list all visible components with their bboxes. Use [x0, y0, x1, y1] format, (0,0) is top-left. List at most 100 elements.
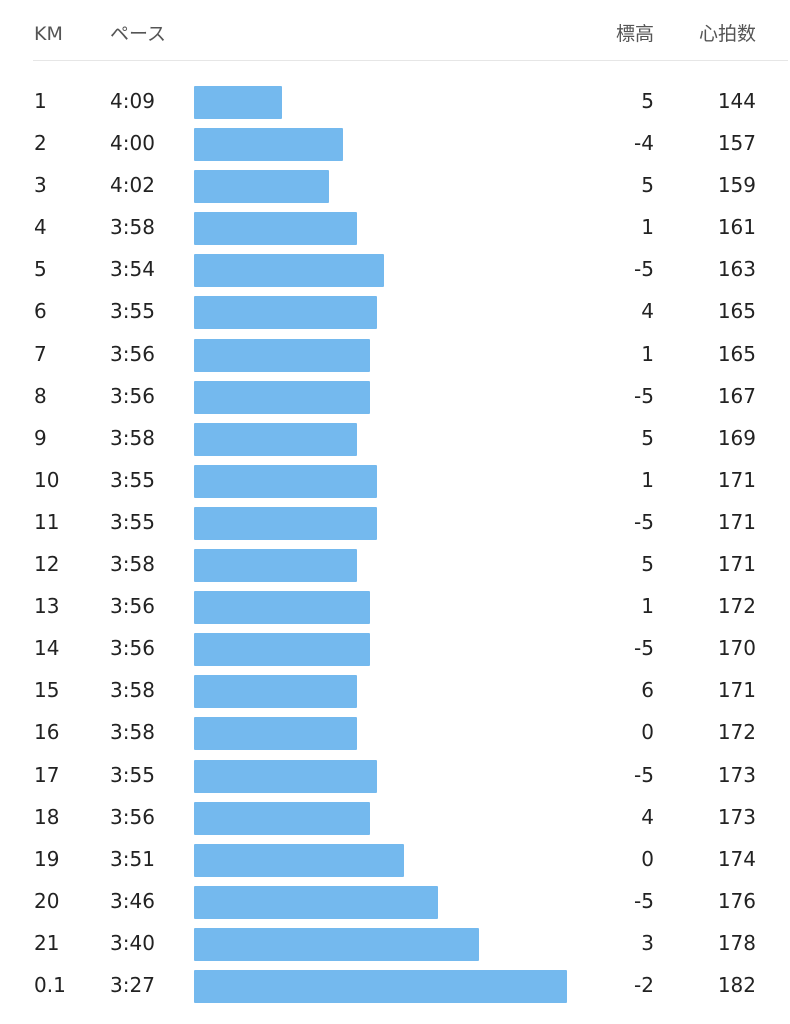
- split-row: 15 3:58 6 171: [0, 671, 790, 713]
- split-pace: 4:00: [110, 131, 155, 156]
- split-row: 17 3:55 -5 173: [0, 756, 790, 798]
- split-elevation: -5: [634, 762, 654, 787]
- split-elevation: 5: [641, 425, 654, 450]
- split-pace: 3:55: [110, 299, 155, 324]
- split-heart-rate: 174: [717, 846, 756, 871]
- split-km: 8: [34, 383, 47, 408]
- split-elevation: 1: [641, 467, 654, 492]
- split-heart-rate: 159: [717, 173, 756, 198]
- pace-bar: [194, 506, 377, 540]
- split-km: 10: [34, 467, 60, 492]
- split-elevation: -5: [634, 636, 654, 661]
- split-heart-rate: 163: [717, 257, 756, 282]
- pace-bar: [194, 212, 357, 246]
- split-km: 4: [34, 215, 47, 240]
- splits-header: KM ペース 標高 心拍数: [0, 0, 790, 62]
- pace-bar: [194, 717, 357, 751]
- split-heart-rate: 171: [717, 552, 756, 577]
- pace-bar: [194, 843, 404, 877]
- split-pace: 3:56: [110, 636, 155, 661]
- split-km: 2: [34, 131, 47, 156]
- split-elevation: 1: [641, 594, 654, 619]
- pace-bar: [194, 885, 438, 919]
- split-km: 1: [34, 89, 47, 113]
- split-elevation: 0: [641, 720, 654, 745]
- split-pace: 3:56: [110, 383, 155, 408]
- split-km: 20: [34, 888, 60, 913]
- split-row: 11 3:55 -5 171: [0, 503, 790, 545]
- split-km: 18: [34, 804, 60, 829]
- split-row: 3 4:02 5 159: [0, 166, 790, 208]
- pace-bar: [194, 464, 377, 498]
- pace-bar: [194, 591, 371, 625]
- split-km: 21: [34, 930, 60, 955]
- splits-rows: 1 4:09 5 144 2 4:00 -4 157 3 4:02 5 159 4 3:58 1 161 5 3:…: [0, 82, 790, 1008]
- split-heart-rate: 144: [717, 89, 756, 113]
- split-elevation: 5: [641, 552, 654, 577]
- split-row: 20 3:46 -5 176: [0, 882, 790, 924]
- split-row: 16 3:58 0 172: [0, 713, 790, 755]
- split-row: 7 3:56 1 165: [0, 335, 790, 377]
- split-elevation: -5: [634, 383, 654, 408]
- pace-bar: [194, 549, 357, 583]
- split-heart-rate: 167: [717, 383, 756, 408]
- split-elevation: -5: [634, 509, 654, 534]
- split-elevation: 6: [641, 678, 654, 703]
- split-row: 4 3:58 1 161: [0, 208, 790, 250]
- split-row: 1 4:09 5 144: [0, 82, 790, 124]
- split-heart-rate: 165: [717, 341, 756, 366]
- split-elevation: 1: [641, 215, 654, 240]
- header-divider: [33, 60, 788, 61]
- split-elevation: 1: [641, 341, 654, 366]
- split-km: 5: [34, 257, 47, 282]
- pace-bar: [194, 422, 357, 456]
- split-km: 3: [34, 173, 47, 198]
- split-heart-rate: 170: [717, 636, 756, 661]
- split-row: 2 4:00 -4 157: [0, 124, 790, 166]
- split-elevation: -5: [634, 257, 654, 282]
- split-pace: 3:55: [110, 509, 155, 534]
- split-heart-rate: 171: [717, 678, 756, 703]
- header-pace: ペース: [110, 23, 167, 45]
- pace-bar: [194, 128, 344, 162]
- pace-bar: [194, 675, 357, 709]
- split-heart-rate: 176: [717, 888, 756, 913]
- pace-bar: [194, 380, 371, 414]
- split-heart-rate: 171: [717, 509, 756, 534]
- split-elevation: 5: [641, 89, 654, 113]
- split-km: 16: [34, 720, 60, 745]
- split-heart-rate: 171: [717, 467, 756, 492]
- split-elevation: 5: [641, 173, 654, 198]
- split-row: 13 3:56 1 172: [0, 587, 790, 629]
- split-row: 5 3:54 -5 163: [0, 250, 790, 292]
- split-km: 14: [34, 636, 60, 661]
- pace-bar: [194, 254, 384, 288]
- split-pace: 3:58: [110, 678, 155, 703]
- split-pace: 3:40: [110, 930, 155, 955]
- pace-bar: [194, 759, 377, 793]
- split-row: 6 3:55 4 165: [0, 292, 790, 334]
- split-pace: 3:58: [110, 425, 155, 450]
- split-pace: 3:58: [110, 552, 155, 577]
- pace-bar: [194, 633, 371, 667]
- split-pace: 3:56: [110, 804, 155, 829]
- split-pace: 3:55: [110, 467, 155, 492]
- split-km: 6: [34, 299, 47, 324]
- split-elevation: 4: [641, 299, 654, 324]
- split-pace: 3:55: [110, 762, 155, 787]
- split-heart-rate: 172: [717, 720, 756, 745]
- split-pace: 3:51: [110, 846, 155, 871]
- split-row: 9 3:58 5 169: [0, 419, 790, 461]
- split-pace: 3:58: [110, 720, 155, 745]
- split-elevation: 3: [641, 930, 654, 955]
- split-row: 8 3:56 -5 167: [0, 377, 790, 419]
- split-row: 14 3:56 -5 170: [0, 629, 790, 671]
- pace-bar: [194, 969, 567, 1003]
- pace-bar: [194, 338, 371, 372]
- split-heart-rate: 172: [717, 594, 756, 619]
- split-heart-rate: 178: [717, 930, 756, 955]
- split-km: 19: [34, 846, 60, 871]
- split-pace: 3:46: [110, 888, 155, 913]
- pace-bar: [194, 927, 479, 961]
- split-row: 10 3:55 1 171: [0, 461, 790, 503]
